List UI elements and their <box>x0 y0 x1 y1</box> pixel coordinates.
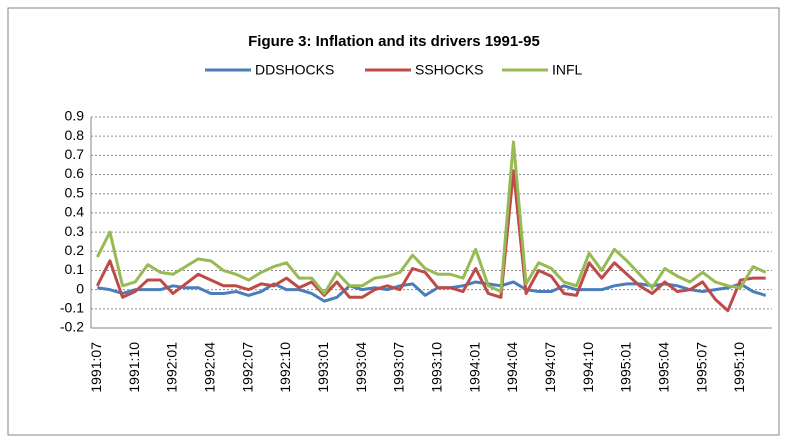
y-tick-label: 0.8 <box>65 127 85 143</box>
y-tick-label: 0.1 <box>65 261 85 277</box>
x-tick-label: 1993:01 <box>315 342 331 393</box>
x-tick-label: 1993:07 <box>391 342 407 393</box>
y-tick-label: 0.7 <box>65 146 85 162</box>
chart-title: Figure 3: Inflation and its drivers 1991… <box>248 33 540 50</box>
y-tick-label: 0.4 <box>65 204 85 220</box>
legend-label: DDSHOCKS <box>255 62 334 78</box>
y-tick-label: 0.6 <box>65 165 85 181</box>
y-tick-label: 0.5 <box>65 184 85 200</box>
series-line <box>95 169 766 313</box>
x-tick-label: 1991:10 <box>126 342 142 393</box>
x-tick-label: 1992:04 <box>202 342 218 393</box>
x-tick-label: 1995:01 <box>618 342 634 393</box>
x-tick-label: 1994:01 <box>466 342 482 393</box>
x-tick-label: 1992:07 <box>239 342 255 393</box>
x-tick-label: 1995:07 <box>693 342 709 393</box>
x-tick-label: 1995:10 <box>731 342 747 393</box>
legend-label: INFL <box>552 62 583 78</box>
x-tick-label: 1992:10 <box>277 342 293 393</box>
x-tick-label: 1995:04 <box>656 342 672 393</box>
chart-border <box>7 7 780 436</box>
y-tick-label: -0.2 <box>60 319 84 335</box>
y-tick-label: 0.3 <box>65 223 85 239</box>
x-tick-label: 1991:07 <box>88 342 104 393</box>
y-tick-label: 0.2 <box>65 242 85 258</box>
legend-label: SSHOCKS <box>415 62 483 78</box>
y-tick-label: 0.9 <box>65 108 85 124</box>
x-tick-label: 1992:01 <box>164 342 180 393</box>
series-line <box>95 140 767 295</box>
x-tick-label: 1993:04 <box>353 342 369 393</box>
x-tick-label: 1994:04 <box>504 342 520 393</box>
x-tick-label: 1994:10 <box>580 342 596 393</box>
y-tick-label: -0.1 <box>60 300 84 316</box>
x-tick-label: 1993:10 <box>429 342 445 393</box>
y-tick-label: 0 <box>76 280 84 296</box>
x-tick-label: 1994:07 <box>542 342 558 393</box>
